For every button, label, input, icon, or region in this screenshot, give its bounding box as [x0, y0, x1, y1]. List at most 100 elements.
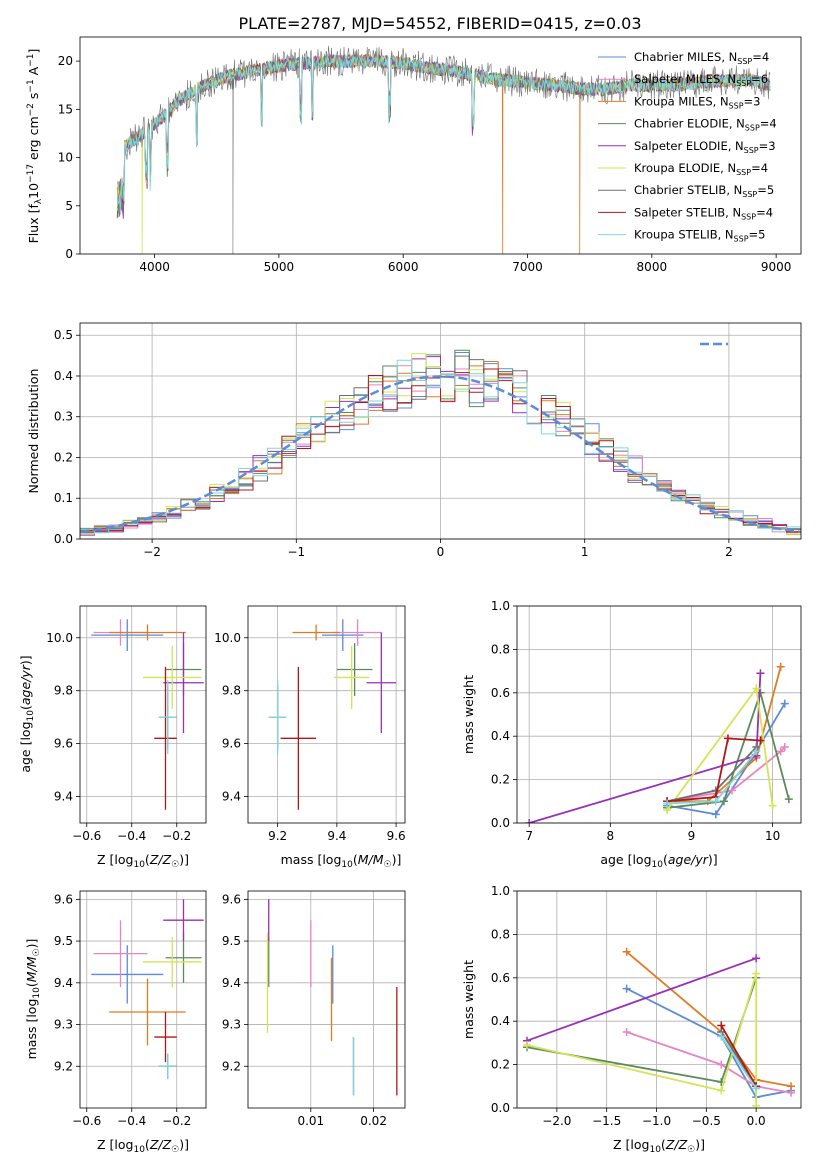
x-tick-label: −0.6	[72, 829, 101, 843]
y-tick-label: 1.0	[491, 884, 510, 898]
panel-mass-vs-EBV: 0.01 0.02 9.2 9.3 9.4 9.5 9.6	[222, 890, 406, 1128]
weight-marker-chabrier_miles	[780, 699, 789, 708]
weight-marker-salpeter_stelib	[723, 734, 732, 743]
y-tick-label: 9.4	[222, 790, 241, 804]
legend-sub: SSP	[736, 79, 751, 88]
weight-marker-kroupa_stelib	[717, 1032, 726, 1041]
x-tick-label: 4000	[139, 260, 170, 274]
legend-entry-0: Chabrier MILES, NSSP=4	[634, 50, 769, 66]
legend-suffix: =4	[756, 205, 773, 219]
y-tick-label: 0.4	[54, 369, 73, 383]
y-tick-label: 0.4	[491, 1014, 510, 1028]
legend-suffix: =4	[760, 117, 777, 131]
histogram-kroupa_stelib	[80, 359, 801, 534]
weight-marker-salpeter_miles	[622, 1028, 631, 1037]
y-tick-label: 0.2	[491, 773, 510, 787]
y-tick-label: 0.8	[491, 642, 510, 656]
legend-label: Chabrier MILES, N	[634, 50, 737, 64]
weight-marker-chabrier_miles	[622, 984, 631, 993]
plot-area	[91, 899, 204, 1079]
y-tick-label: 9.8	[54, 684, 73, 698]
y-tick-label: 0.1	[54, 491, 73, 505]
spectrum-line-kroupa_stelib	[116, 54, 771, 213]
weight-marker-salpeter_miles	[776, 747, 785, 756]
legend-suffix: =4	[751, 161, 768, 175]
y-tick-label: 9.6	[54, 892, 73, 906]
weight-marker-kroupa_stelib	[752, 747, 761, 756]
y-tick-label: 9.2	[54, 1059, 73, 1073]
plot-area	[266, 899, 398, 1096]
x-tick-label: −2	[143, 545, 161, 559]
weight-marker-salpeter_elodie	[752, 954, 761, 963]
x-tick-label: −0.5	[692, 1114, 721, 1128]
x-tick-label: 9	[688, 829, 696, 843]
y-tick-label: 0.3	[54, 410, 73, 424]
legend-entry-7: Salpeter STELIB, NSSP=4	[634, 205, 773, 221]
y-tick-label: 0.0	[54, 532, 73, 546]
weight-line-chabrier_miles	[626, 987, 792, 1099]
axes-frame	[247, 605, 406, 824]
x-tick-label: −1.5	[592, 1114, 621, 1128]
x-tick-label: −0.2	[162, 1114, 191, 1128]
x-tick-label: 9.2	[268, 829, 287, 843]
y-tick-label: 1.0	[491, 599, 510, 613]
panel-mass-vs-Z: −0.6 −0.4 −0.2 9.2 9.3 9.4 9.5 9.6 Z [log10(Z/Z☉…	[24, 890, 207, 1155]
panel-age-vs-mass: 9.2 9.4 9.6 9.4 9.6 9.8 10.0 mass [log10(M/M☉)]	[214, 605, 406, 870]
legend-entry-2: Kroupa MILES, NSSP=3	[634, 94, 760, 110]
weight-line-salpeter_stelib	[667, 737, 761, 803]
y-tick-label: 0	[65, 247, 73, 261]
x-tick-label: 8000	[637, 260, 668, 274]
weight-marker-kroupa_elodie	[752, 1101, 761, 1108]
x-tick-label: 7000	[512, 260, 543, 274]
legend-label: Kroupa ELODIE, N	[634, 161, 736, 175]
weight-line-salpeter_miles	[666, 746, 786, 803]
x-tick-label: 0.0	[747, 1114, 766, 1128]
x-tick-label: 9.6	[387, 829, 406, 843]
weight-marker-salpeter_miles	[780, 743, 789, 752]
axes-frame	[79, 36, 802, 255]
y-tick-label: 9.6	[222, 892, 241, 906]
y-tick-label: 5	[65, 199, 73, 213]
axes-frame	[79, 322, 802, 540]
panel-weight-vs-age: 7 8 9 10 0.0 0.2 0.4 0.6 0.8 1.0 mass weight age [l…	[461, 599, 802, 870]
y-axis-label: age [log10(age/yr)]	[18, 655, 36, 772]
y-tick-label: 9.4	[54, 976, 73, 990]
grid-lines	[80, 606, 206, 823]
x-tick-label: −0.4	[117, 829, 146, 843]
legend-label: Salpeter STELIB, N	[634, 205, 741, 219]
axes-frame	[79, 890, 207, 1109]
legend-sub: SSP	[745, 124, 760, 133]
legend-entry-1: Salpeter MILES, NSSP=6	[634, 72, 768, 88]
x-axis-label: mass [log10(M/M☉)]	[281, 852, 402, 870]
gaussian-curve	[80, 375, 801, 534]
weight-line-chabrier_miles	[666, 703, 786, 816]
y-axis-label: mass [log10(M/M☉)]	[24, 939, 42, 1060]
y-tick-label: 0.4	[491, 729, 510, 743]
plot-area	[91, 619, 204, 810]
panel-residuals: −2 −1 0 1 2 0.0 0.1 0.2 0.3 0.4 0.5 Normed distribu…	[26, 322, 802, 559]
y-tick-label: 9.4	[222, 976, 241, 990]
x-axis-label: age [log10(age/yr)]	[600, 852, 717, 870]
weight-line-kroupa_miles	[626, 951, 792, 1088]
axes-frame	[516, 890, 802, 1109]
legend-sub: SSP	[729, 101, 744, 110]
x-tick-label: −0.4	[117, 1114, 146, 1128]
weight-marker-salpeter_stelib	[717, 1021, 726, 1030]
weight-line-salpeter_elodie	[526, 957, 757, 1042]
y-tick-label: 0.0	[491, 816, 510, 830]
panel-age-vs-Z: −0.6 −0.4 −0.2 9.4 9.6 9.8 10.0 Z [log10(Z/Z☉)]…	[18, 605, 207, 870]
legend-suffix: =4	[752, 50, 769, 64]
plot-area	[116, 45, 771, 254]
x-tick-label: −1.0	[642, 1114, 671, 1128]
weight-marker-salpeter_elodie	[756, 669, 765, 678]
x-tick-label: 6000	[388, 260, 419, 274]
x-tick-label: −0.6	[72, 1114, 101, 1128]
weight-marker-chabrier_miles	[711, 810, 720, 819]
weight-line-kroupa_elodie	[526, 973, 758, 1106]
y-tick-label: 9.3	[54, 1018, 73, 1032]
y-axis-label: Flux [fλ10−17 erg cm−2 s−1 A−1]	[26, 49, 44, 244]
y-tick-label: 0.6	[491, 686, 510, 700]
weight-marker-chabrier_elodie	[719, 797, 728, 806]
